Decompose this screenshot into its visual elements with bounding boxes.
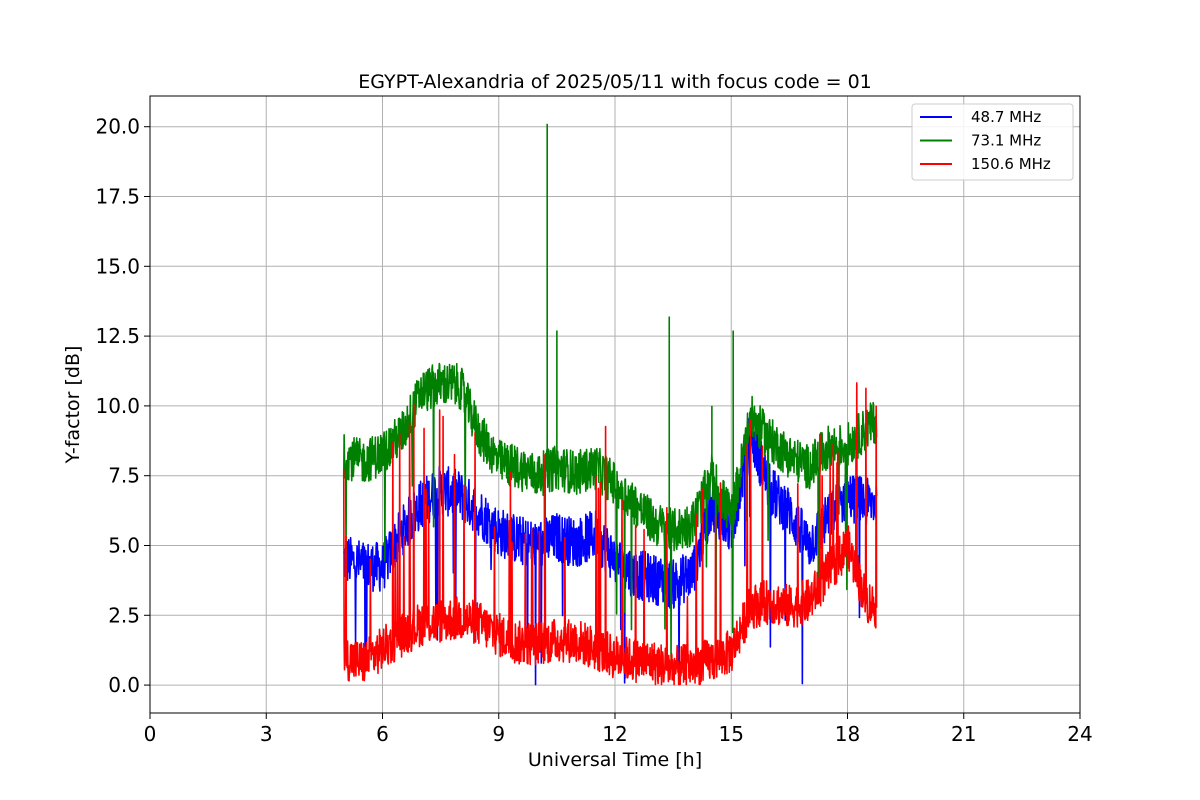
x-tick-label: 24 [1067,722,1092,746]
y-tick-label: 12.5 [95,324,140,348]
x-tick-label: 15 [719,722,744,746]
series-layer [342,123,878,686]
y-tick-label: 10.0 [95,394,140,418]
chart-title: EGYPT-Alexandria of 2025/05/11 with focu… [358,71,872,93]
legend-label: 150.6 MHz [971,155,1051,173]
legend-label: 48.7 MHz [971,108,1041,126]
x-tick-label: 6 [376,722,389,746]
y-axis-label: Y-factor [dB] [62,346,84,465]
x-tick-label: 12 [602,722,627,746]
legend-label: 73.1 MHz [971,132,1041,150]
x-tick-label: 18 [835,722,860,746]
x-axis-label: Universal Time [h] [528,749,702,771]
x-tick-label: 21 [951,722,976,746]
series-line-0 [342,417,878,686]
series-line-1 [342,123,878,661]
legend-box [911,103,1074,181]
y-tick-label: 15.0 [95,254,140,278]
y-tick-label: 20.0 [95,115,140,139]
y-tick-label: 7.5 [108,464,140,488]
x-tick-label: 0 [144,722,157,746]
ticks: 0 3 6 9 12 15 18 21 24 0.0 2.5 5.0 7.5 10.0 12.5 15.0 17… [95,115,1092,746]
y-tick-label: 17.5 [95,185,140,209]
grid [149,96,1081,713]
y-tick-label: 2.5 [108,603,140,627]
x-tick-label: 9 [492,722,505,746]
x-tick-label: 3 [260,722,273,746]
legend: 48.7 MHz 73.1 MHz 150.6 MHz [911,103,1074,181]
y-tick-label: 0.0 [108,673,140,697]
series-line-2 [342,382,878,686]
y-tick-label: 5.0 [108,533,140,557]
